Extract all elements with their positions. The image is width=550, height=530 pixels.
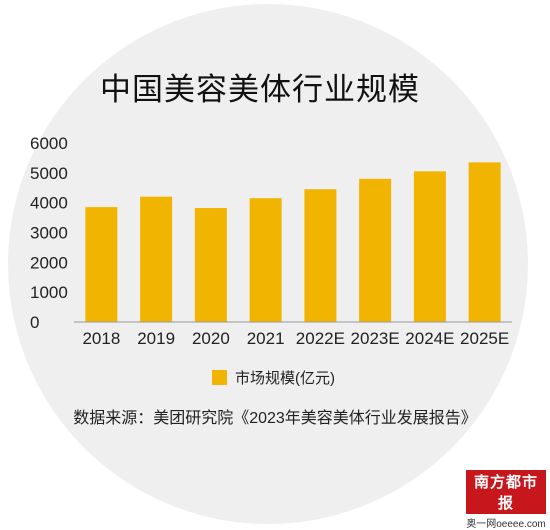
y-tick-label: 4000	[30, 194, 68, 213]
bar-2023E	[359, 178, 392, 322]
bar-2024E	[413, 171, 446, 322]
x-tick-label: 2018	[82, 329, 120, 348]
chart-title: 中国美容美体行业规模	[100, 72, 420, 107]
watermark: 南方都市报 奥一网oeeee.com	[466, 470, 546, 530]
bar-2021	[249, 198, 282, 322]
bar-2025E	[468, 162, 501, 322]
legend: 市场规模(亿元)	[212, 366, 335, 388]
y-tick-label: 5000	[30, 164, 68, 183]
x-tick-label: 2022E	[296, 329, 345, 348]
x-tick-label: 2020	[192, 329, 230, 348]
y-tick-label: 2000	[30, 253, 68, 272]
source-note: 数据来源：美团研究院《2023年美容美体行业发展报告》	[73, 410, 477, 427]
y-tick-label: 3000	[30, 224, 68, 243]
x-tick-label: 2021	[247, 329, 285, 348]
x-tick-label: 2025E	[460, 329, 509, 348]
bar-2018	[85, 207, 118, 322]
legend-swatch	[212, 369, 227, 385]
x-tick-label: 2023E	[351, 329, 400, 348]
y-tick-label: 0	[30, 313, 39, 332]
x-tick-label: 2019	[137, 329, 175, 348]
bar-chart: 0 1000 2000 3000 4000 5000 6000 2018 2019 2020 20…	[30, 134, 512, 348]
bar-2020	[194, 208, 227, 322]
bar-2022E	[304, 189, 337, 322]
x-tick-label: 2024E	[405, 329, 454, 348]
y-tick-label: 6000	[30, 134, 68, 153]
bar-2019	[140, 196, 173, 322]
legend-label: 市场规模(亿元)	[235, 369, 335, 387]
watermark-site: 奥一网oeeee.com	[466, 519, 546, 530]
watermark-logo: 南方都市报	[466, 470, 546, 514]
y-tick-label: 1000	[30, 283, 68, 302]
